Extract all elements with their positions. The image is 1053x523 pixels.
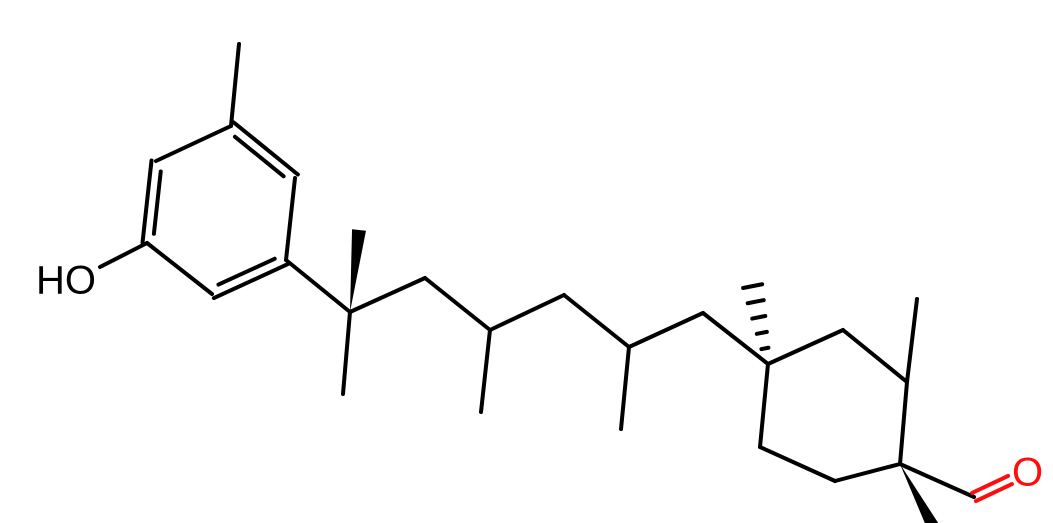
- bond: [231, 44, 239, 126]
- bond: [156, 126, 231, 161]
- bond: [760, 447, 835, 481]
- bond: [907, 299, 917, 382]
- bond: [154, 171, 161, 233]
- bond: [757, 332, 767, 334]
- bond: [900, 464, 974, 497]
- bond: [703, 313, 768, 364]
- bond: [481, 330, 490, 412]
- bond: [143, 161, 152, 243]
- bond: [100, 243, 147, 267]
- bond: [748, 300, 764, 303]
- bond: [743, 284, 762, 288]
- bond: [835, 464, 900, 481]
- bond: [760, 364, 768, 447]
- atom-label-ho_label: HO: [36, 259, 96, 303]
- bond: [286, 178, 295, 260]
- bond: [147, 243, 212, 294]
- bond: [621, 347, 629, 429]
- bond: [286, 260, 350, 312]
- bond: [900, 382, 907, 464]
- bond: [752, 316, 765, 319]
- wedge-bond: [350, 229, 366, 312]
- bond: [761, 348, 768, 349]
- atom-label-o_label: O: [1012, 451, 1043, 495]
- bond: [343, 312, 350, 394]
- bond: [490, 295, 564, 330]
- bond: [629, 313, 703, 347]
- bond: [350, 278, 425, 312]
- bond: [843, 330, 907, 382]
- bond: [564, 295, 629, 347]
- bond: [218, 259, 274, 285]
- bond: [768, 330, 843, 364]
- bond: [234, 123, 298, 175]
- bond: [425, 278, 490, 330]
